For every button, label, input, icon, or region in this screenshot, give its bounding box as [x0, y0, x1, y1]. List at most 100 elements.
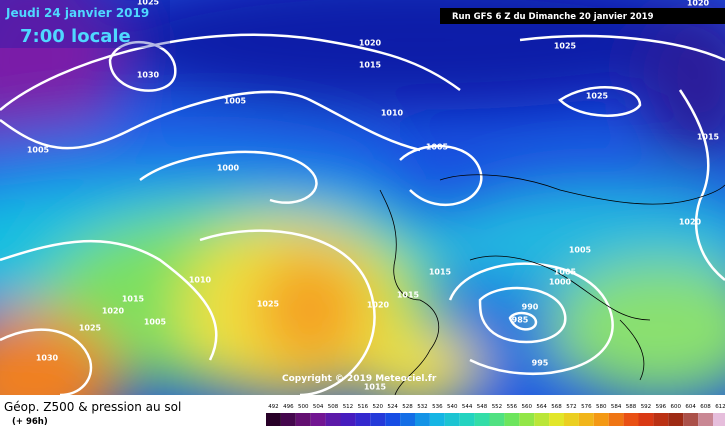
isobar-label: 985: [512, 316, 529, 325]
isobar-lines: [0, 33, 725, 395]
scale-cell: [355, 413, 371, 426]
scale-label: 512: [343, 404, 354, 410]
isobar-label: 1020: [359, 39, 382, 48]
scale-cell: [459, 413, 475, 426]
run-info: Run GFS 6 Z du Dimanche 20 janvier 2019: [452, 12, 654, 22]
scale-cell: [608, 413, 624, 426]
isobar-label: 1015: [397, 291, 420, 300]
scale-label: 540: [447, 404, 458, 410]
scale-label: 600: [671, 404, 682, 410]
scale-cell: [280, 413, 296, 426]
isobar-label: 1025: [79, 324, 102, 333]
scale-label: 492: [268, 404, 279, 410]
scale-label: 496: [283, 404, 294, 410]
isobar-label: 1020: [367, 301, 390, 310]
isobar-label: 1015: [359, 61, 382, 70]
isobar-label: 1030: [36, 354, 59, 363]
isobar-label: 990: [522, 303, 539, 312]
scale-label: 580: [596, 404, 607, 410]
footer-lead: (+ 96h): [12, 417, 48, 427]
scale-cell: [400, 413, 415, 426]
isobar-label: 1030: [137, 71, 160, 80]
scale-label: 564: [536, 404, 547, 410]
footer-title: Géop. Z500 & pression au sol: [4, 400, 181, 414]
scale-cell: [489, 413, 505, 426]
scale-cell: [325, 413, 341, 426]
isobar-label: 1005: [27, 146, 50, 155]
scale-cell: [370, 413, 386, 426]
scale-cell: [578, 413, 594, 426]
coastlines: [379, 174, 725, 395]
scale-label: 572: [566, 404, 577, 410]
scale-label: 556: [507, 404, 518, 410]
isobar-label: 1025: [257, 300, 280, 309]
scale-label: 560: [522, 404, 533, 410]
scale-cell: [504, 413, 520, 426]
scale-label: 536: [432, 404, 443, 410]
scale-label: 532: [417, 404, 428, 410]
scale-cell: [683, 413, 699, 426]
scale-cell: [638, 413, 654, 426]
scale-label: 516: [358, 404, 369, 410]
scale-cell: [593, 413, 609, 426]
isobar-label: 1015: [122, 295, 145, 304]
isobar-label: 1010: [189, 276, 212, 285]
scale-cell: [474, 413, 490, 426]
scale-label: 552: [492, 404, 503, 410]
isobar-label: 1015: [429, 268, 452, 277]
scale-cell: [415, 413, 430, 426]
scale-cell: [519, 413, 535, 426]
isobar-label: 1025: [586, 92, 609, 101]
scale-cell: [429, 413, 445, 426]
isobar-label: 1005: [144, 318, 167, 327]
forecast-date: Jeudi 24 janvier 2019: [5, 6, 149, 20]
isobar-label: 1025: [137, 0, 160, 7]
scale-cell: [310, 413, 326, 426]
scale-label: 584: [611, 404, 622, 410]
scale-label: 604: [685, 404, 696, 410]
copyright: Copyright © 2019 Meteociel.fr: [282, 374, 437, 384]
scale-label: 500: [298, 404, 309, 410]
isobar-label: 1020: [679, 218, 702, 227]
isobar-label: 1005: [554, 268, 577, 277]
scale-label: 528: [402, 404, 413, 410]
scale-label: 508: [328, 404, 339, 410]
isobar-label: 1025: [554, 42, 577, 51]
scale-cell: [549, 413, 564, 426]
isobar-label: 1005: [569, 246, 592, 255]
scale-cell: [534, 413, 550, 426]
scale-cell: [564, 413, 579, 426]
scale-label: 544: [462, 404, 473, 410]
isobar-label: 1000: [549, 278, 572, 287]
isobar-label: 1000: [217, 164, 240, 173]
scale-cell: [668, 413, 684, 426]
scale-label: 576: [581, 404, 592, 410]
scale-cell: [385, 413, 401, 426]
isobar-label: 1020: [102, 307, 125, 316]
scale-cell: [266, 413, 281, 426]
isobar-label: 1010: [381, 109, 404, 118]
scale-cell: [623, 413, 639, 426]
scale-cell: [653, 413, 669, 426]
scale-label: 504: [313, 404, 324, 410]
scale-label: 612: [715, 404, 725, 410]
isobar-label: 1015: [364, 383, 387, 392]
run-box: [440, 8, 725, 24]
isobar-label: 1005: [224, 97, 247, 106]
isobar-labels: 1025103010201015100510101005100010051025…: [27, 0, 720, 392]
scale-label: 608: [700, 404, 711, 410]
scale-label: 592: [641, 404, 652, 410]
isobar-label: 1015: [697, 133, 720, 142]
scale-label: 524: [387, 404, 398, 410]
scale-label: 548: [477, 404, 488, 410]
isobar-label: 995: [532, 359, 549, 368]
scale-label: 596: [656, 404, 667, 410]
color-scale: 492 496 500 504 508 512 516 520 524 528 532 536 540 5…: [266, 404, 725, 426]
scale-cell: [295, 413, 311, 426]
isobar-label: 1020: [687, 0, 710, 8]
scale-cell: [698, 413, 713, 426]
scale-label: 520: [373, 404, 384, 410]
scale-cell: [340, 413, 356, 426]
